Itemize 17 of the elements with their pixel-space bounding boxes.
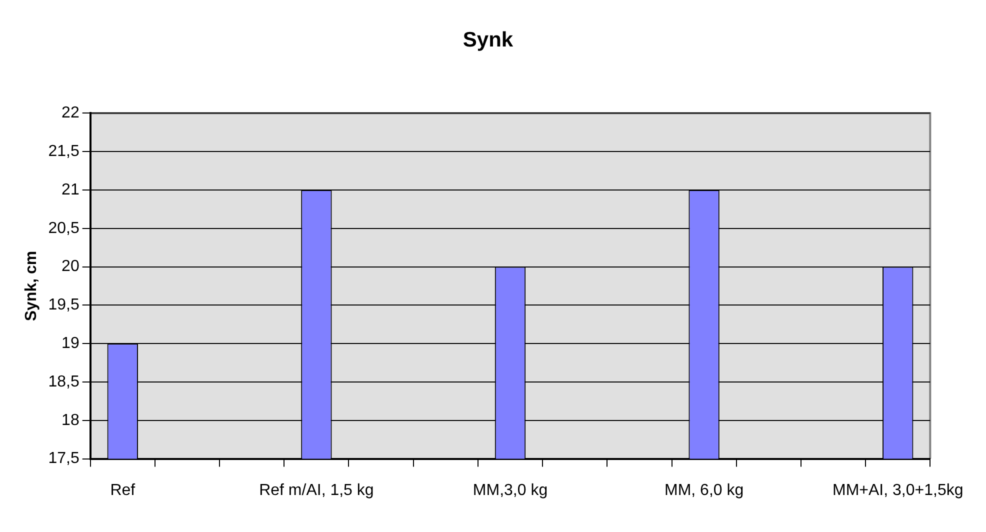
y-tick-label: 21	[62, 181, 80, 198]
y-tick-label: 21,5	[48, 143, 80, 160]
x-tick-label: MM+AI, 3,0+1,5kg	[832, 482, 964, 499]
y-tick-label: 18,5	[48, 373, 80, 390]
y-tick-label: 20,5	[48, 220, 80, 237]
x-tick-label: Ref	[110, 482, 136, 499]
y-tick-label: 17,5	[48, 450, 80, 468]
y-tick-label: 22	[62, 104, 80, 122]
y-tick-label: 20	[62, 258, 80, 276]
y-tick-label: 19	[62, 335, 80, 352]
y-tick-label: 18	[62, 412, 80, 429]
x-tick-label: MM, 6,0 kg	[664, 482, 744, 499]
x-tick-label: Ref m/AI, 1,5 kg	[259, 482, 374, 499]
y-tick-label: 19,5	[48, 296, 80, 314]
chart-title: Synk	[462, 28, 514, 52]
x-tick-label: MM,3,0 kg	[472, 482, 548, 499]
y-axis-title: Synk, cm	[23, 250, 40, 322]
